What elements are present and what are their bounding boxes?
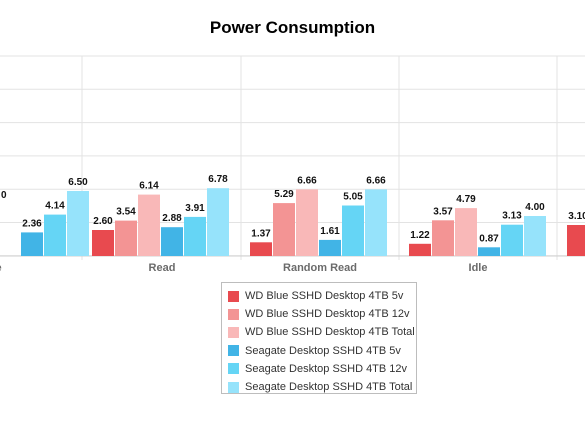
bar	[67, 191, 89, 256]
x-tick-label: Idle	[469, 262, 488, 274]
legend-swatch	[228, 290, 239, 302]
data-label: 1.37	[251, 228, 271, 239]
data-label: 5.29	[274, 189, 294, 200]
data-label: 1.22	[410, 230, 430, 241]
data-label: 3.57	[433, 206, 453, 217]
bar	[273, 203, 295, 256]
data-label-clipped: 0	[1, 190, 7, 201]
legend-label: Seagate Desktop SSHD 4TB 5v	[245, 344, 401, 357]
data-label: 4.00	[525, 202, 545, 213]
legend-swatch	[228, 326, 239, 338]
data-label: 6.50	[68, 177, 88, 188]
bar	[524, 216, 546, 256]
bar	[455, 208, 477, 256]
legend-swatch	[228, 308, 239, 320]
legend-label: Seagate Desktop SSHD 4TB 12v	[245, 362, 408, 375]
data-label: 6.78	[208, 174, 228, 185]
legend-item-seagate-total[interactable]: Seagate Desktop SSHD 4TB Total	[228, 378, 416, 396]
data-label: 2.88	[162, 213, 182, 224]
legend-label: WD Blue SSHD Desktop 4TB 12v	[245, 308, 410, 321]
bar	[207, 188, 229, 256]
legend-item-wd-5v[interactable]: WD Blue SSHD Desktop 4TB 5v	[228, 287, 416, 305]
legend-swatch	[228, 363, 239, 375]
bar	[250, 242, 272, 256]
bar	[21, 232, 43, 256]
data-label: 5.05	[343, 192, 363, 203]
legend-swatch	[228, 381, 239, 393]
data-label: 6.66	[366, 175, 386, 186]
bar	[319, 239, 341, 256]
x-tick-label: rite	[0, 262, 2, 274]
legend-label: Seagate Desktop SSHD 4TB Total	[245, 381, 413, 394]
bar	[365, 189, 387, 256]
legend-item-seagate-12v[interactable]: Seagate Desktop SSHD 4TB 12v	[228, 360, 416, 378]
data-label: 3.10	[568, 211, 585, 222]
legend-swatch	[228, 345, 239, 357]
data-label: 6.66	[297, 175, 317, 186]
legend-label: WD Blue SSHD Desktop 4TB 5v	[245, 290, 404, 303]
x-tick-label: Random Read	[283, 262, 357, 274]
bar	[567, 225, 585, 256]
data-label: 0.87	[479, 233, 499, 244]
bar	[138, 194, 160, 256]
bar	[501, 224, 523, 256]
bar	[478, 247, 500, 256]
bar	[409, 243, 431, 256]
bar	[342, 205, 364, 256]
bar	[296, 189, 318, 256]
bar	[161, 227, 183, 256]
bar	[184, 216, 206, 256]
data-label: 1.61	[320, 226, 340, 237]
chart-title: Power Consumption	[209, 18, 376, 37]
data-label: 4.14	[45, 201, 65, 212]
data-label: 3.91	[185, 203, 205, 214]
data-label: 3.13	[502, 211, 522, 222]
chart-legend[interactable]: WD Blue SSHD Desktop 4TB 5v WD Blue SSHD…	[221, 282, 417, 394]
data-label: 2.36	[22, 218, 42, 229]
legend-item-seagate-5v[interactable]: Seagate Desktop SSHD 4TB 5v	[228, 342, 416, 360]
legend-label: WD Blue SSHD Desktop 4TB Total	[245, 326, 415, 339]
bar	[92, 230, 114, 256]
legend-item-wd-12v[interactable]: WD Blue SSHD Desktop 4TB 12v	[228, 305, 416, 323]
bar	[115, 220, 137, 256]
data-label: 2.60	[93, 216, 113, 227]
bar	[432, 220, 454, 256]
legend-item-wd-total[interactable]: WD Blue SSHD Desktop 4TB Total	[228, 323, 416, 341]
x-tick-label: Read	[149, 262, 176, 274]
data-label: 3.54	[116, 207, 136, 218]
data-label: 6.14	[139, 181, 159, 192]
data-label: 4.79	[456, 194, 476, 205]
bar	[44, 214, 66, 256]
